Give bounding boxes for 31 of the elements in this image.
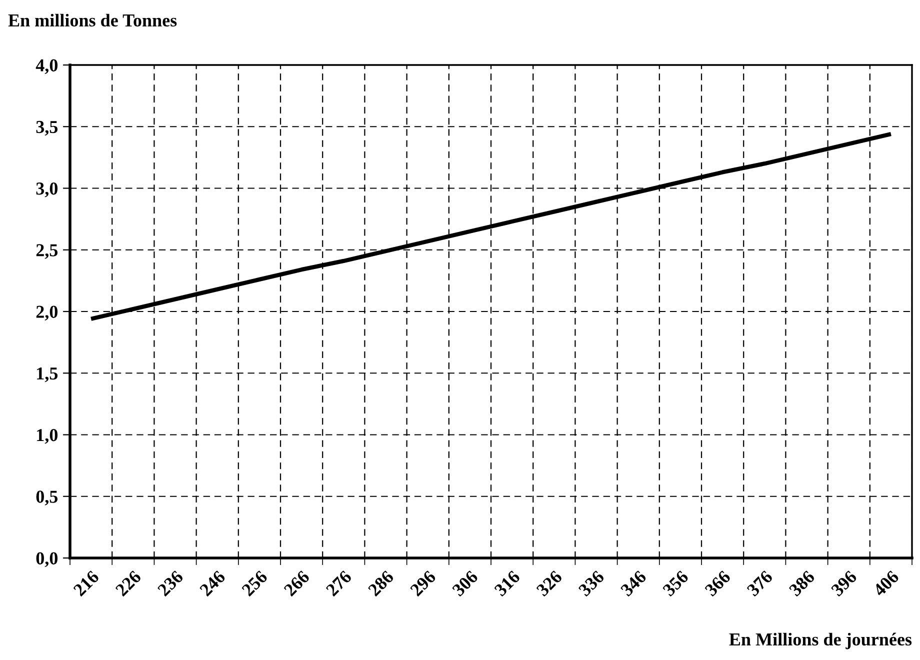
x-tick-label: 386 (788, 570, 816, 597)
x-tick-label: 266 (283, 570, 310, 597)
x-tick-label: 396 (830, 570, 858, 597)
x-tick-label: 406 (872, 570, 900, 598)
y-tick-label: 3,5 (36, 120, 58, 136)
y-tick-label: 0,5 (36, 490, 58, 506)
y-axis-title: En millions de Tonnes (8, 14, 177, 27)
x-tick-label: 366 (704, 570, 732, 597)
x-tick-label: 356 (662, 570, 690, 597)
x-tick-label: 256 (241, 570, 268, 597)
x-tick-label: 376 (746, 570, 774, 597)
y-tick-label: 3,0 (36, 182, 58, 198)
x-tick-label: 326 (536, 570, 563, 597)
x-tick-label: 286 (368, 570, 394, 597)
y-tick-label: 2,0 (36, 306, 58, 321)
x-tick-label: 276 (325, 570, 352, 597)
x-tick-label: 236 (157, 570, 184, 597)
x-tick-label: 316 (494, 570, 521, 597)
x-tick-label: 226 (114, 570, 142, 597)
x-tick-label: 246 (199, 570, 226, 597)
y-tick-label: 1,5 (37, 367, 58, 382)
x-tick-label: 216 (72, 570, 100, 597)
x-axis-title: En Millions de journées (729, 632, 912, 650)
x-tick-label: 296 (410, 570, 436, 597)
y-tick-label: 1,0 (37, 429, 58, 444)
x-tick-label: 346 (620, 570, 647, 597)
y-tick-label: 2,5 (36, 244, 58, 259)
y-tick-label: 0,0 (36, 552, 58, 568)
y-tick-label: 4,0 (36, 59, 58, 74)
x-tick-label: 306 (452, 570, 479, 597)
x-tick-label: 336 (578, 570, 605, 597)
